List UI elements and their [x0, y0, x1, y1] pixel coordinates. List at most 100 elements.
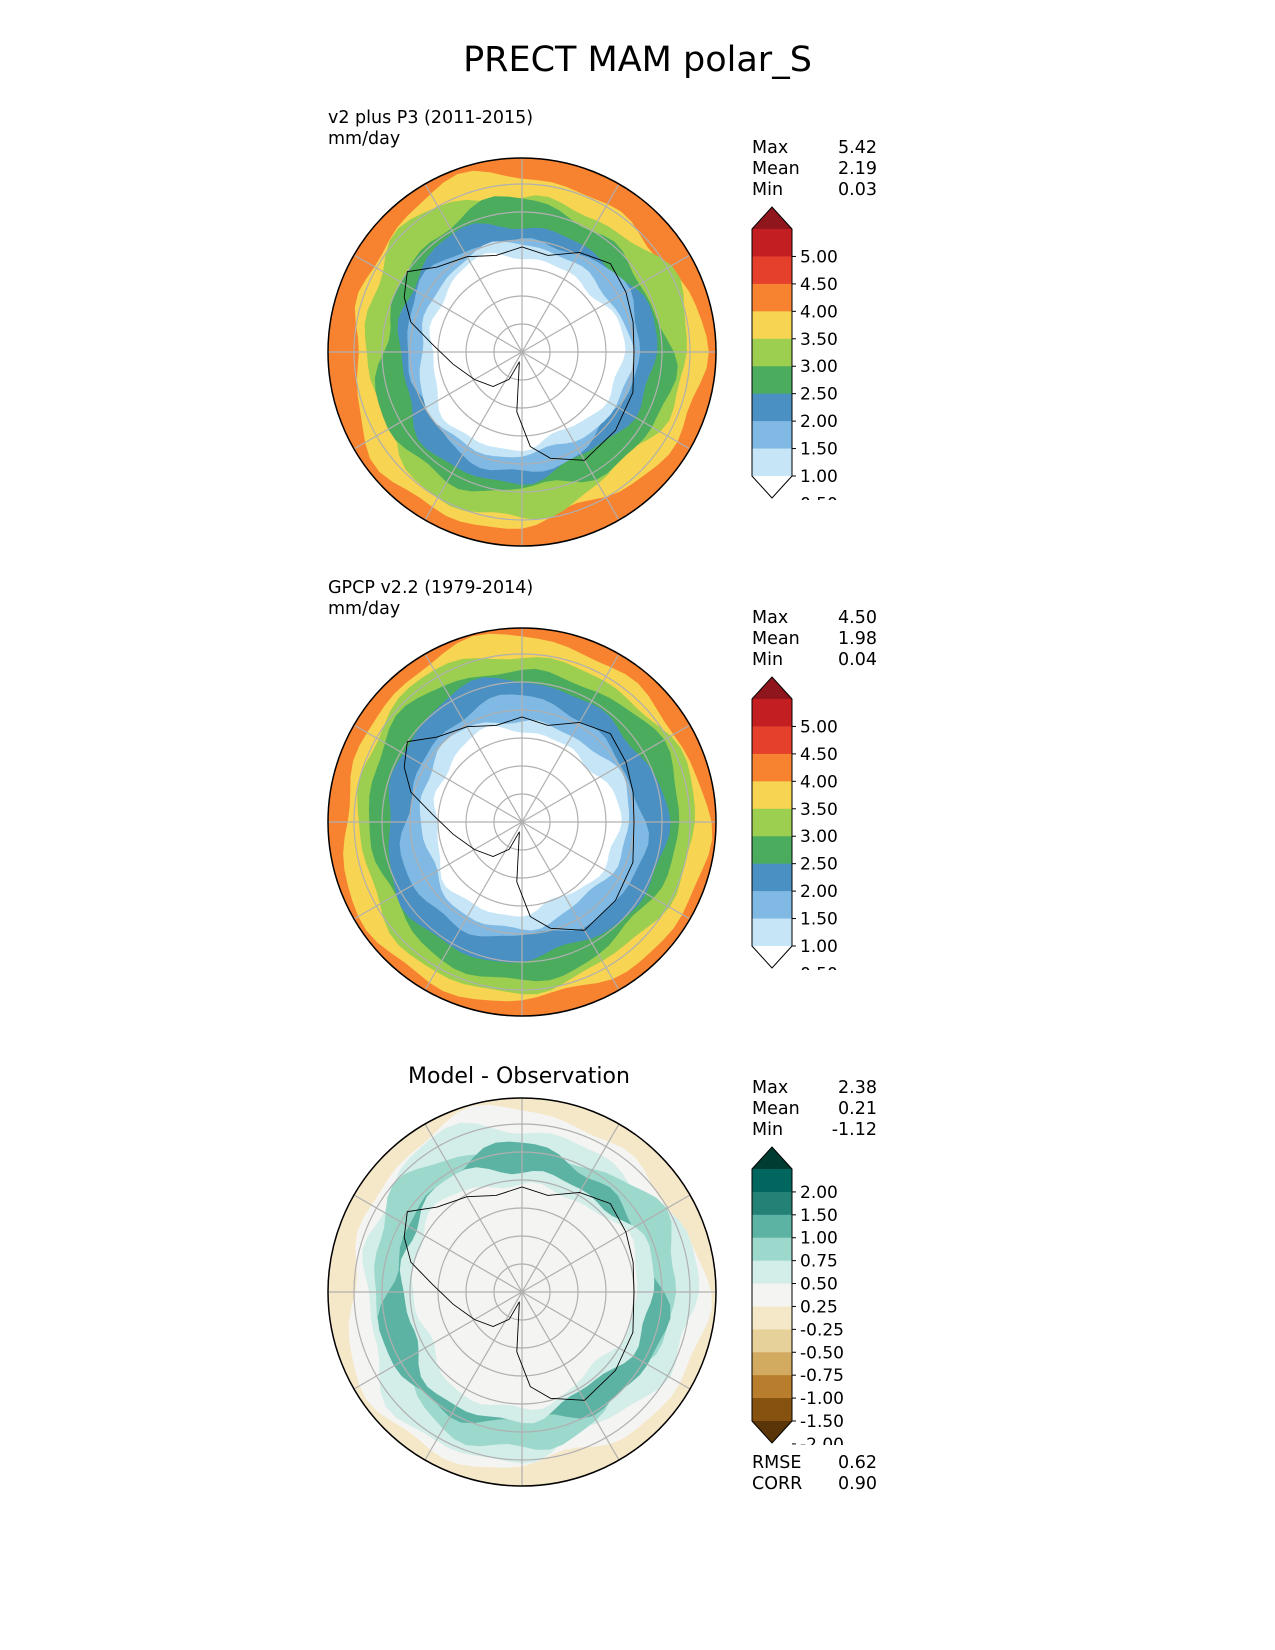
panel2-boundary	[327, 627, 717, 1017]
panel2-min-label: Min	[752, 650, 784, 670]
panel3-colorbar-swatch	[752, 1169, 792, 1193]
rmse-value: 0.62	[838, 1453, 877, 1473]
panel3-max-value: 2.38	[838, 1078, 877, 1098]
panel3-min-value: -1.12	[831, 1120, 877, 1140]
panel2-colorbar-tick-label: 0.50	[800, 964, 838, 970]
panel2-colorbar-swatch	[752, 808, 792, 837]
panel2-polar-map	[327, 627, 717, 1017]
panel3-colorbar-swatch	[752, 1352, 792, 1376]
panel3-colorbar-tick-label: -1.00	[800, 1389, 844, 1409]
panel2-field	[328, 628, 716, 1016]
panel3-colorbar: 2.00 1.50 1.00 0.75 0.500.25 -0.25 -0.50 -0.75 -…	[751, 1146, 844, 1445]
panel3-colorbar-extend-top	[752, 1147, 792, 1169]
panel1-mean-label: Mean	[752, 159, 800, 179]
panel3-meridian	[353, 1194, 691, 1390]
panel2-colorbar-tick-label: 5.00	[800, 717, 838, 737]
panel3-colorbar-swatch	[752, 1306, 792, 1330]
panel1-field	[328, 158, 716, 546]
panel2-colorbar-tick-label: 3.50	[800, 800, 838, 820]
panel2-colorbar-swatch	[752, 836, 792, 865]
panel2-colorbar-swatch	[752, 863, 792, 892]
panel1-colorbar-tick-label: 1.50	[800, 440, 838, 460]
panel2-colorbar-swatch	[752, 918, 792, 947]
panel2-colorbar-swatch	[752, 699, 792, 727]
rmse-label: RMSE	[752, 1453, 802, 1473]
panel1-colorbar-tick-label: 2.00	[800, 412, 838, 432]
panel2-colorbar-swatch	[752, 753, 792, 782]
panel3-colorbar-extend-bottom	[752, 1421, 792, 1443]
panel3-colorbar-swatch	[752, 1191, 792, 1216]
panel3-max-label: Max	[752, 1078, 789, 1098]
panel3-polar-map	[327, 1097, 717, 1487]
panel2-title-line1: GPCP v2.2 (1979-2014)	[328, 578, 534, 598]
panel1-max-label: Max	[752, 138, 789, 158]
panel1-meridian	[353, 254, 691, 450]
panel2-colorbar-tick-label: 3.00	[800, 827, 838, 847]
panel1-boundary	[327, 157, 717, 547]
panel3-colorbar-swatch	[752, 1375, 792, 1399]
panel2-colorbar-extend-top	[752, 677, 792, 699]
panel1-colorbar-extend-bottom	[752, 476, 792, 498]
panel2-colorbar-extend-bottom	[752, 946, 792, 968]
panel2-colorbar-swatch	[752, 726, 792, 755]
panel1-colorbar-tick-label: 3.00	[800, 357, 838, 377]
panel2-colorbar-tick-label: 4.00	[800, 772, 838, 792]
panel3-colorbar-swatch	[752, 1283, 792, 1307]
panel3-colorbar-tick-label: 1.50	[800, 1206, 838, 1226]
panel2-max-value: 4.50	[838, 608, 877, 628]
panel3-colorbar-tick-label: -2.00	[800, 1435, 844, 1445]
panel2-min-value: 0.04	[838, 650, 877, 670]
panel2-max-label: Max	[752, 608, 789, 628]
panel3-colorbar-tick-label: 0.75	[800, 1252, 838, 1272]
panel3-stats: Max 2.38 Mean 0.21 Min -1.12	[752, 1078, 877, 1141]
panel1-colorbar-swatch	[752, 338, 792, 367]
panel3-boundary	[327, 1097, 717, 1487]
panel3-colorbar-swatch	[752, 1329, 792, 1353]
panel3-title: Model - Observation	[408, 1064, 630, 1089]
panel1-colorbar-swatch	[752, 448, 792, 477]
panel1-colorbar-swatch	[752, 283, 792, 312]
panel1-colorbar-tick-label: 0.50	[800, 494, 838, 500]
panel1-colorbar-tick-label: 1.00	[800, 467, 838, 487]
panel1-max-value: 5.42	[838, 138, 877, 158]
panel3-colorbar-swatch	[752, 1237, 792, 1262]
panel3-colorbar-tick-label: -0.75	[800, 1366, 844, 1386]
panel3-colorbar-tick-label: 2.00	[800, 1183, 838, 1203]
panel3-colorbar-tick-label: -0.25	[800, 1320, 844, 1340]
panel1-title: v2 plus P3 (2011-2015) mm/day	[328, 108, 533, 150]
panel2-mean-label: Mean	[752, 629, 800, 649]
panel3-error-stats: RMSE 0.62 CORR 0.90	[752, 1453, 877, 1495]
panel2-colorbar-swatch	[752, 891, 792, 920]
panel1-mean-value: 2.19	[838, 159, 877, 179]
panel2-meridian	[353, 724, 691, 920]
panel1-units: mm/day	[328, 129, 401, 149]
panel1-colorbar-swatch	[752, 256, 792, 285]
panel2-colorbar: 5.00 4.50 4.00 3.50 3.00 2.50 2.00 1.50 1.00 0.50	[751, 676, 838, 970]
panel1-stats: Max 5.42 Mean 2.19 Min 0.03	[752, 138, 877, 201]
panel2-colorbar-swatch	[752, 781, 792, 810]
figure-title: PRECT MAM polar_S	[463, 40, 812, 80]
panel2-mean-value: 1.98	[838, 629, 877, 649]
panel1-colorbar-swatch	[752, 393, 792, 422]
panel2-units: mm/day	[328, 599, 401, 619]
panel2-coastline	[403, 716, 635, 931]
panel1-colorbar: 5.00 4.50 4.00 3.50 3.00 2.50 2.00 1.50 1.00 0.50	[751, 206, 838, 500]
panel1-polar-map	[327, 157, 717, 547]
panel2-colorbar-tick-label: 2.00	[800, 882, 838, 902]
panel2-colorbar-tick-label: 1.00	[800, 937, 838, 957]
panel2-title: GPCP v2.2 (1979-2014) mm/day	[328, 578, 533, 620]
panel3-colorbar-swatch	[752, 1260, 792, 1285]
panel1-colorbar-tick-label: 4.00	[800, 302, 838, 322]
panel1-colorbar-swatch	[752, 311, 792, 340]
panel3-colorbar-swatch	[752, 1214, 792, 1239]
panel1-colorbar-swatch	[752, 421, 792, 450]
panel1-colorbar-tick-label: 2.50	[800, 385, 838, 405]
corr-value: 0.90	[838, 1474, 877, 1494]
panel1-colorbar-tick-label: 5.00	[800, 247, 838, 267]
panel1-coastline	[403, 246, 635, 461]
panel3-mean-value: 0.21	[838, 1099, 877, 1119]
panel1-min-value: 0.03	[838, 180, 877, 200]
panel3-colorbar-tick-label: 1.00	[800, 1229, 838, 1249]
panel3-coastline	[403, 1186, 635, 1401]
panel3-field	[328, 1098, 716, 1486]
